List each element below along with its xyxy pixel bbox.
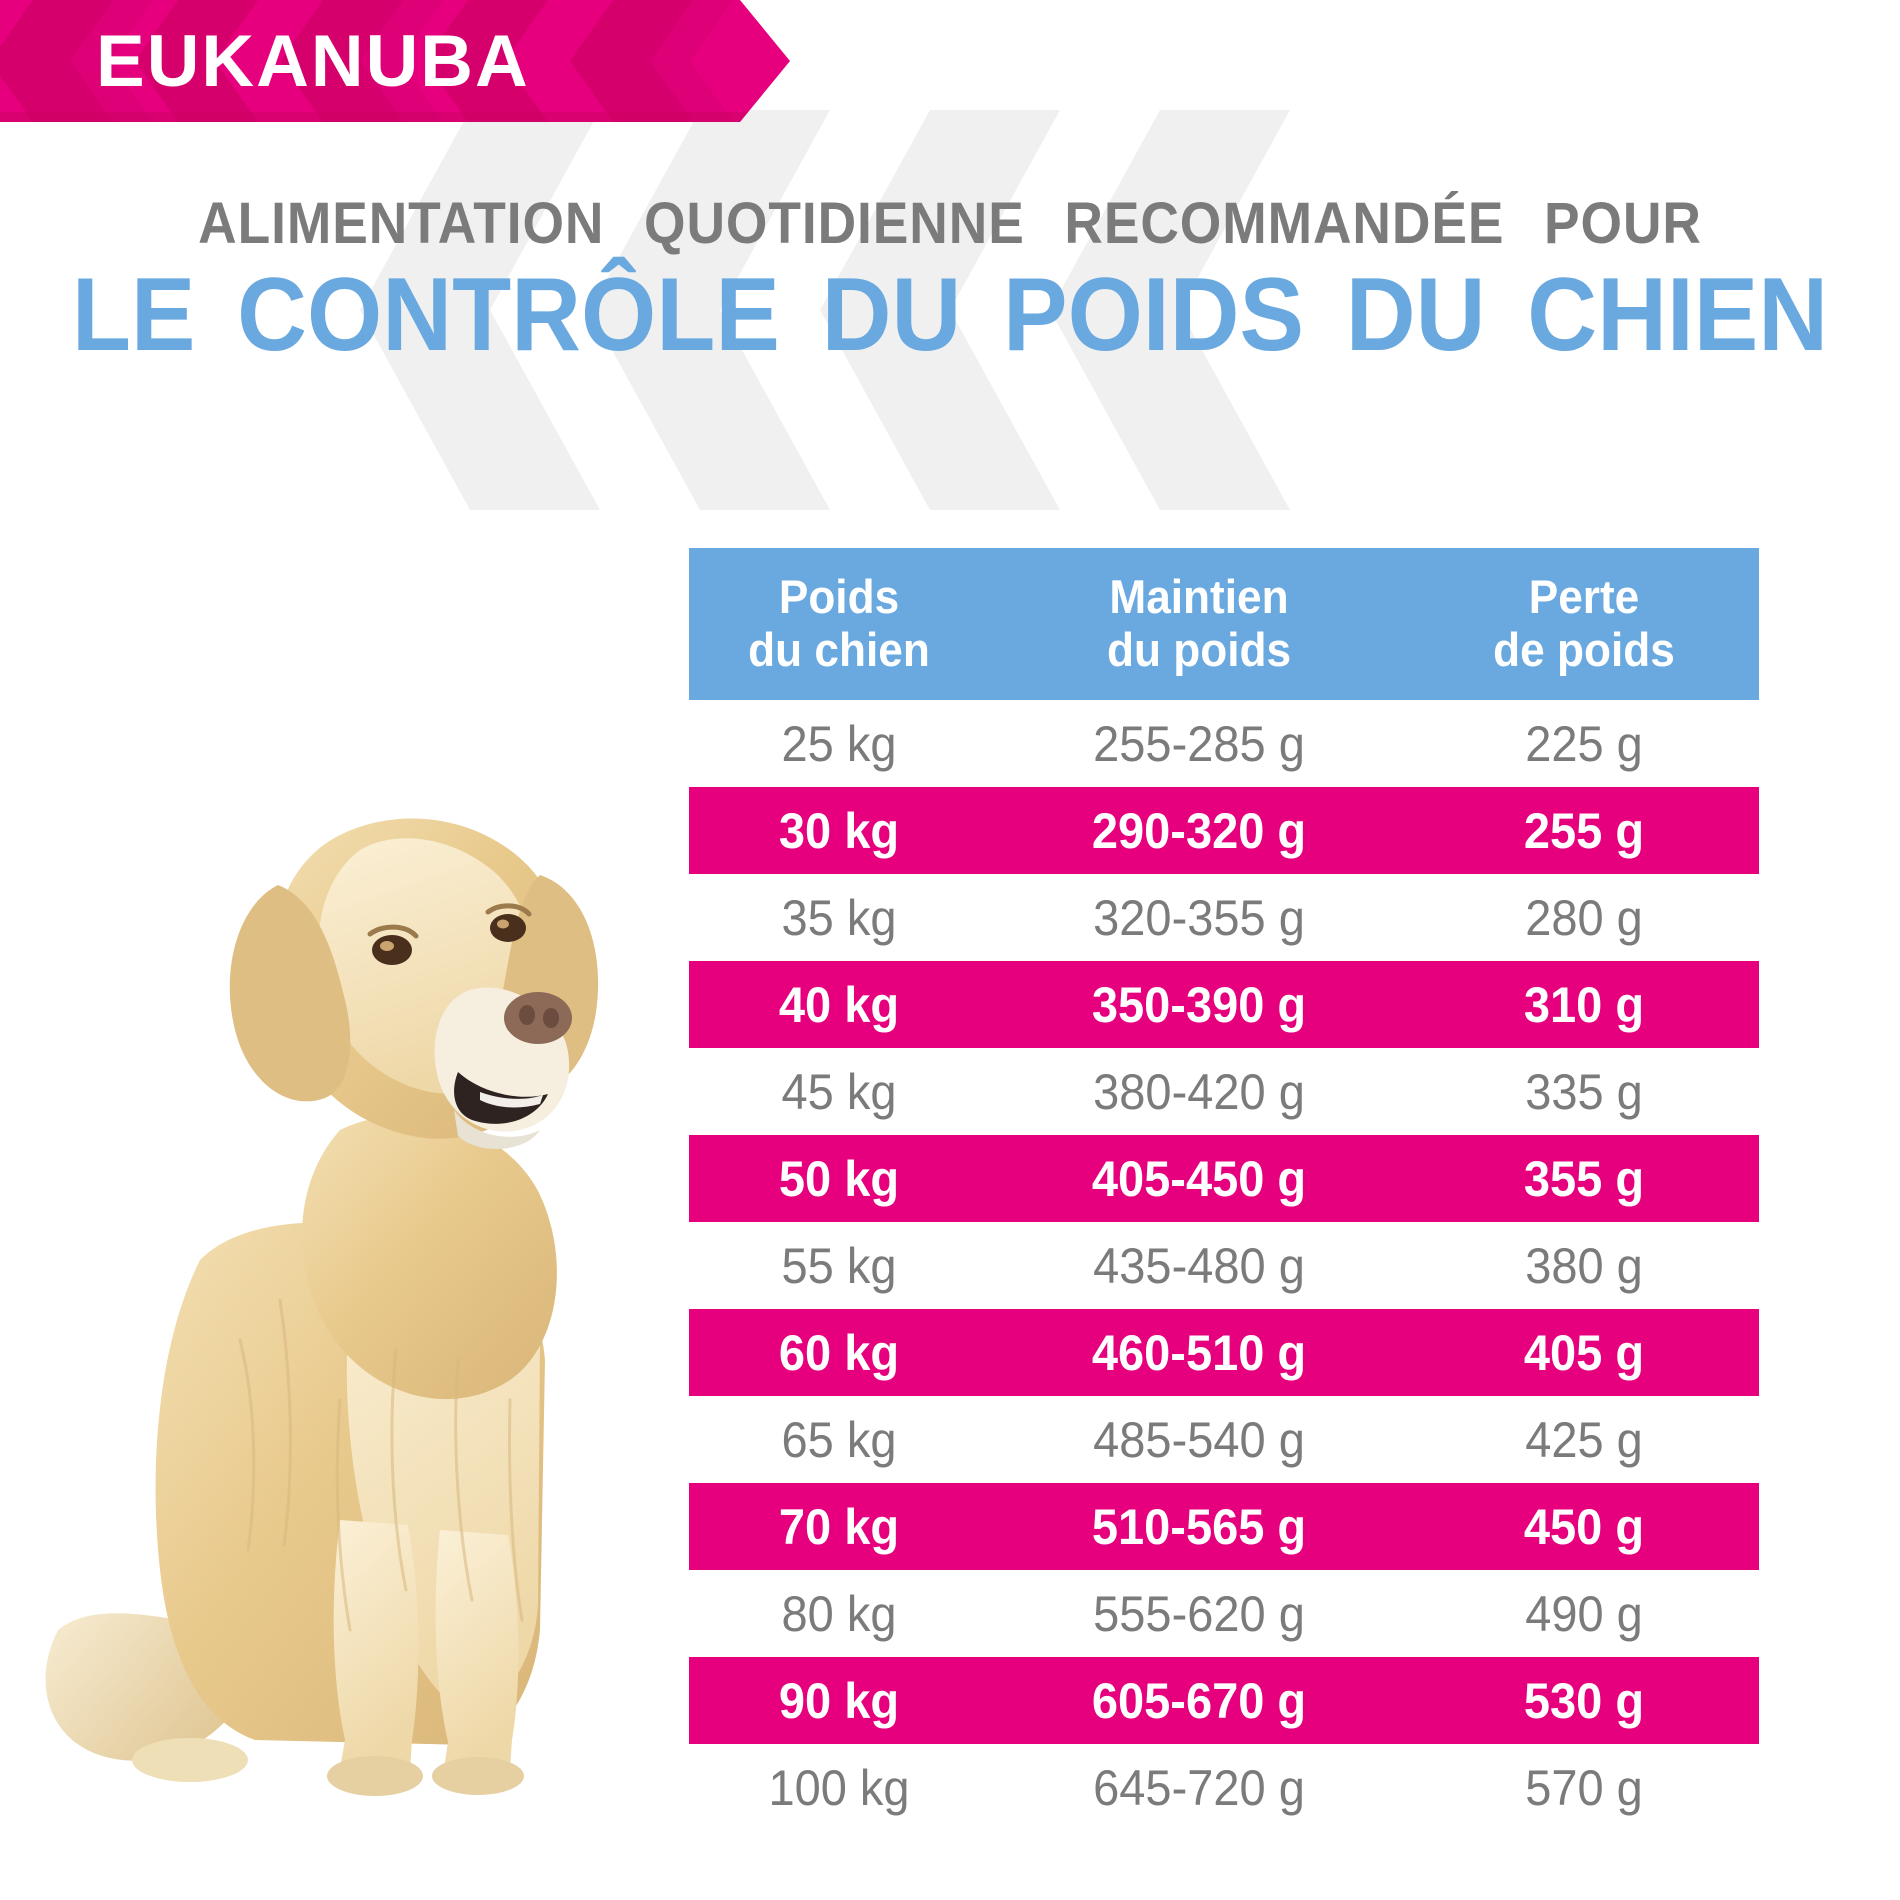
cell-dog-weight: 100 kg	[768, 1759, 910, 1816]
cell-dog-weight: 65 kg	[781, 1411, 897, 1468]
cell-weight-loss: 570 g	[1525, 1759, 1643, 1816]
cell-dog-weight: 90 kg	[778, 1672, 900, 1729]
table-row: 60 kg 460-510 g 405 g	[689, 1309, 1759, 1396]
cell-weight-maintenance: 405-450 g	[1091, 1150, 1307, 1207]
dog-photo	[40, 700, 700, 1830]
cell-dog-weight: 35 kg	[781, 889, 897, 946]
cell-weight-maintenance: 645-720 g	[1093, 1759, 1305, 1816]
cell-weight-loss: 335 g	[1525, 1063, 1643, 1120]
cell-weight-loss: 530 g	[1523, 1672, 1645, 1729]
cell-weight-maintenance: 555-620 g	[1093, 1585, 1305, 1642]
table-row: 80 kg 555-620 g 490 g	[689, 1570, 1759, 1657]
cell-dog-weight: 45 kg	[781, 1063, 897, 1120]
column-header-weight-loss: Perte de poids	[1420, 571, 1749, 676]
column-header-weight-maintenance: Maintien du poids	[1002, 571, 1397, 676]
cell-weight-loss: 380 g	[1525, 1237, 1643, 1294]
column-header-line2: du poids	[1106, 623, 1292, 676]
subtitle: ALIMENTATION QUOTIDIENNE RECOMMANDÉE POU…	[198, 191, 1702, 256]
brand-logo-text: EUKANUBA	[96, 20, 530, 102]
column-header-dog-weight: Poids du chien	[698, 571, 980, 676]
table-row: 70 kg 510-565 g 450 g	[689, 1483, 1759, 1570]
cell-weight-maintenance: 350-390 g	[1091, 976, 1307, 1033]
table-row: 100 kg 645-720 g 570 g	[689, 1744, 1759, 1831]
table-row: 35 kg 320-355 g 280 g	[689, 874, 1759, 961]
table-body: 25 kg 255-285 g 225 g 30 kg 290-320 g 255 g 35…	[689, 700, 1759, 1831]
brand-banner: EUKANUBA	[0, 0, 800, 122]
table-row: 90 kg 605-670 g 530 g	[689, 1657, 1759, 1744]
table-row: 50 kg 405-450 g 355 g	[689, 1135, 1759, 1222]
table-row: 45 kg 380-420 g 335 g	[689, 1048, 1759, 1135]
cell-dog-weight: 70 kg	[778, 1498, 900, 1555]
cell-weight-maintenance: 460-510 g	[1091, 1324, 1307, 1381]
column-header-line2: du chien	[748, 623, 930, 676]
cell-weight-maintenance: 380-420 g	[1093, 1063, 1305, 1120]
cell-weight-loss: 310 g	[1523, 976, 1645, 1033]
table-row: 55 kg 435-480 g 380 g	[689, 1222, 1759, 1309]
cell-dog-weight: 30 kg	[778, 802, 900, 859]
cell-dog-weight: 55 kg	[781, 1237, 897, 1294]
cell-weight-loss: 450 g	[1523, 1498, 1645, 1555]
feeding-guide-table: Poids du chien Maintien du poids Perte d…	[689, 548, 1759, 1831]
column-header-line1: Maintien	[1109, 570, 1289, 624]
table-row: 30 kg 290-320 g 255 g	[689, 787, 1759, 874]
cell-weight-maintenance: 510-565 g	[1091, 1498, 1307, 1555]
cell-weight-loss: 405 g	[1523, 1324, 1645, 1381]
table-row: 65 kg 485-540 g 425 g	[689, 1396, 1759, 1483]
page-title: LE CONTRÔLE DU POIDS DU CHIEN	[71, 257, 1829, 373]
column-header-line1: Poids	[778, 570, 900, 624]
cell-weight-loss: 490 g	[1525, 1585, 1643, 1642]
table-row: 40 kg 350-390 g 310 g	[689, 961, 1759, 1048]
cell-weight-loss: 255 g	[1523, 802, 1645, 859]
table-row: 25 kg 255-285 g 225 g	[689, 700, 1759, 787]
cell-weight-maintenance: 320-355 g	[1093, 889, 1305, 946]
cell-dog-weight: 40 kg	[778, 976, 900, 1033]
cell-weight-maintenance: 605-670 g	[1091, 1672, 1307, 1729]
cell-weight-maintenance: 290-320 g	[1091, 802, 1307, 859]
cell-weight-loss: 425 g	[1525, 1411, 1643, 1468]
column-header-line1: Perte	[1528, 570, 1640, 624]
cell-dog-weight: 50 kg	[778, 1150, 900, 1207]
table-header-row: Poids du chien Maintien du poids Perte d…	[689, 548, 1759, 700]
cell-weight-loss: 225 g	[1525, 715, 1643, 772]
cell-weight-maintenance: 255-285 g	[1093, 715, 1305, 772]
cell-weight-loss: 355 g	[1523, 1150, 1645, 1207]
column-header-line2: de poids	[1493, 623, 1675, 676]
cell-dog-weight: 60 kg	[778, 1324, 900, 1381]
cell-weight-maintenance: 435-480 g	[1093, 1237, 1305, 1294]
cell-dog-weight: 25 kg	[781, 715, 897, 772]
cell-weight-maintenance: 485-540 g	[1093, 1411, 1305, 1468]
cell-dog-weight: 80 kg	[781, 1585, 897, 1642]
cell-weight-loss: 280 g	[1525, 889, 1643, 946]
